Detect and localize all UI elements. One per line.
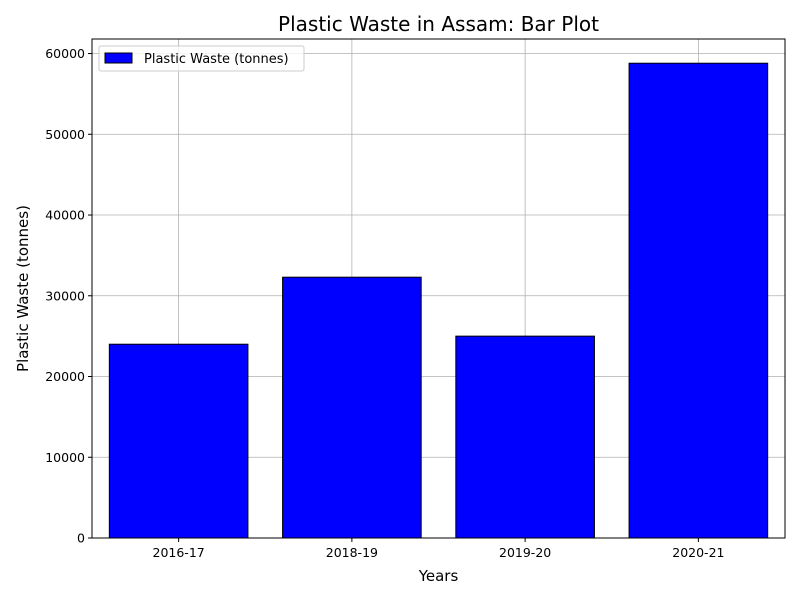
x-tick-label: 2016-17 [153,545,205,560]
legend: Plastic Waste (tonnes) [98,45,305,72]
legend-box [98,45,305,72]
bar [108,343,249,539]
bar [455,335,595,539]
bar [282,276,422,539]
chart-title: Plastic Waste in Assam: Bar Plot [278,12,599,36]
y-tick-label: 0 [77,531,85,546]
y-tick-label: 60000 [45,46,85,61]
plot-frame [91,38,786,539]
y-tick-label: 20000 [45,369,85,384]
y-tick-label: 50000 [45,127,85,142]
axis-ticks: 0 10000 20000 30000 40000 50000 60000 2016-17 20… [45,46,724,560]
x-tick-label: 2018-19 [326,545,378,560]
bars [108,62,769,539]
bar [628,62,769,539]
x-tick-label: 2019-20 [499,545,551,560]
x-axis-label: Years [418,567,459,585]
legend-label: Plastic Waste (tonnes) [144,52,289,67]
x-tick-label: 2020-21 [672,545,724,560]
y-tick-label: 40000 [45,208,85,223]
y-tick-label: 10000 [45,450,85,465]
legend-swatch [104,52,133,64]
y-axis-label: Plastic Waste (tonnes) [14,205,32,372]
y-tick-label: 30000 [45,288,85,303]
